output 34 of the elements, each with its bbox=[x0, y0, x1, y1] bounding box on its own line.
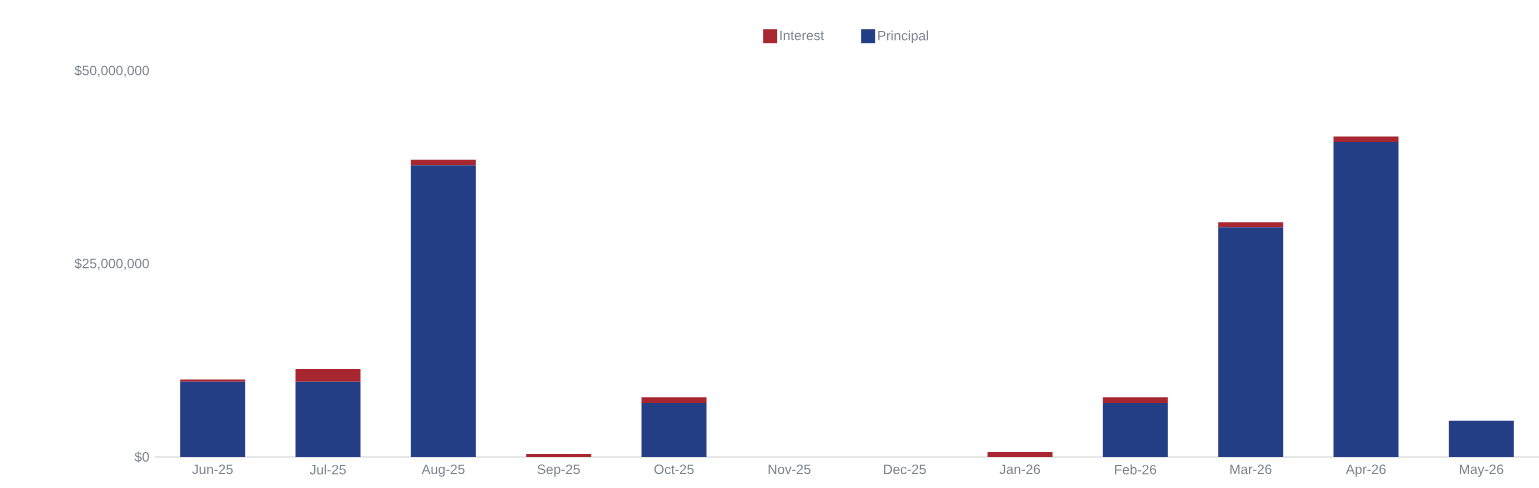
x-tick-label: Jun-25 bbox=[192, 464, 233, 475]
bar bbox=[180, 381, 246, 457]
y-tick-label: $25,000,000 bbox=[74, 258, 149, 270]
bar bbox=[641, 397, 707, 403]
x-tick-label: May-26 bbox=[1459, 464, 1504, 477]
x-tick-label: Feb-26 bbox=[1115, 464, 1157, 475]
legend-label: Interest bbox=[780, 30, 825, 41]
y-tick-label: $50,000,000 bbox=[74, 65, 149, 77]
bar bbox=[295, 381, 361, 457]
x-tick-label: Aug-25 bbox=[421, 464, 465, 477]
bar bbox=[295, 368, 361, 382]
bar bbox=[526, 453, 592, 457]
x-tick-label: Sep-25 bbox=[537, 464, 580, 477]
x-tick-label: Mar-26 bbox=[1230, 464, 1272, 475]
bar bbox=[641, 402, 707, 457]
bar bbox=[180, 379, 246, 382]
bar bbox=[1448, 420, 1514, 457]
bar bbox=[987, 451, 1053, 457]
legend-label: Principal bbox=[878, 30, 928, 44]
x-tick-label: Nov-25 bbox=[768, 464, 811, 475]
x-tick-label: Apr-26 bbox=[1345, 464, 1386, 477]
bar bbox=[1218, 227, 1284, 457]
x-tick-label: Dec-25 bbox=[884, 464, 926, 475]
x-tick-label: Oct-25 bbox=[654, 464, 694, 475]
bar bbox=[1102, 402, 1168, 457]
y-tick-label: $0 bbox=[134, 451, 149, 463]
bar bbox=[1102, 397, 1168, 403]
x-tick-label: Jan-26 bbox=[999, 464, 1041, 475]
x-tick-label: Jul-25 bbox=[309, 464, 346, 475]
bar bbox=[1333, 142, 1399, 457]
bar bbox=[1333, 136, 1399, 143]
bar bbox=[410, 159, 476, 166]
bar bbox=[1218, 222, 1284, 228]
bar bbox=[410, 165, 476, 457]
